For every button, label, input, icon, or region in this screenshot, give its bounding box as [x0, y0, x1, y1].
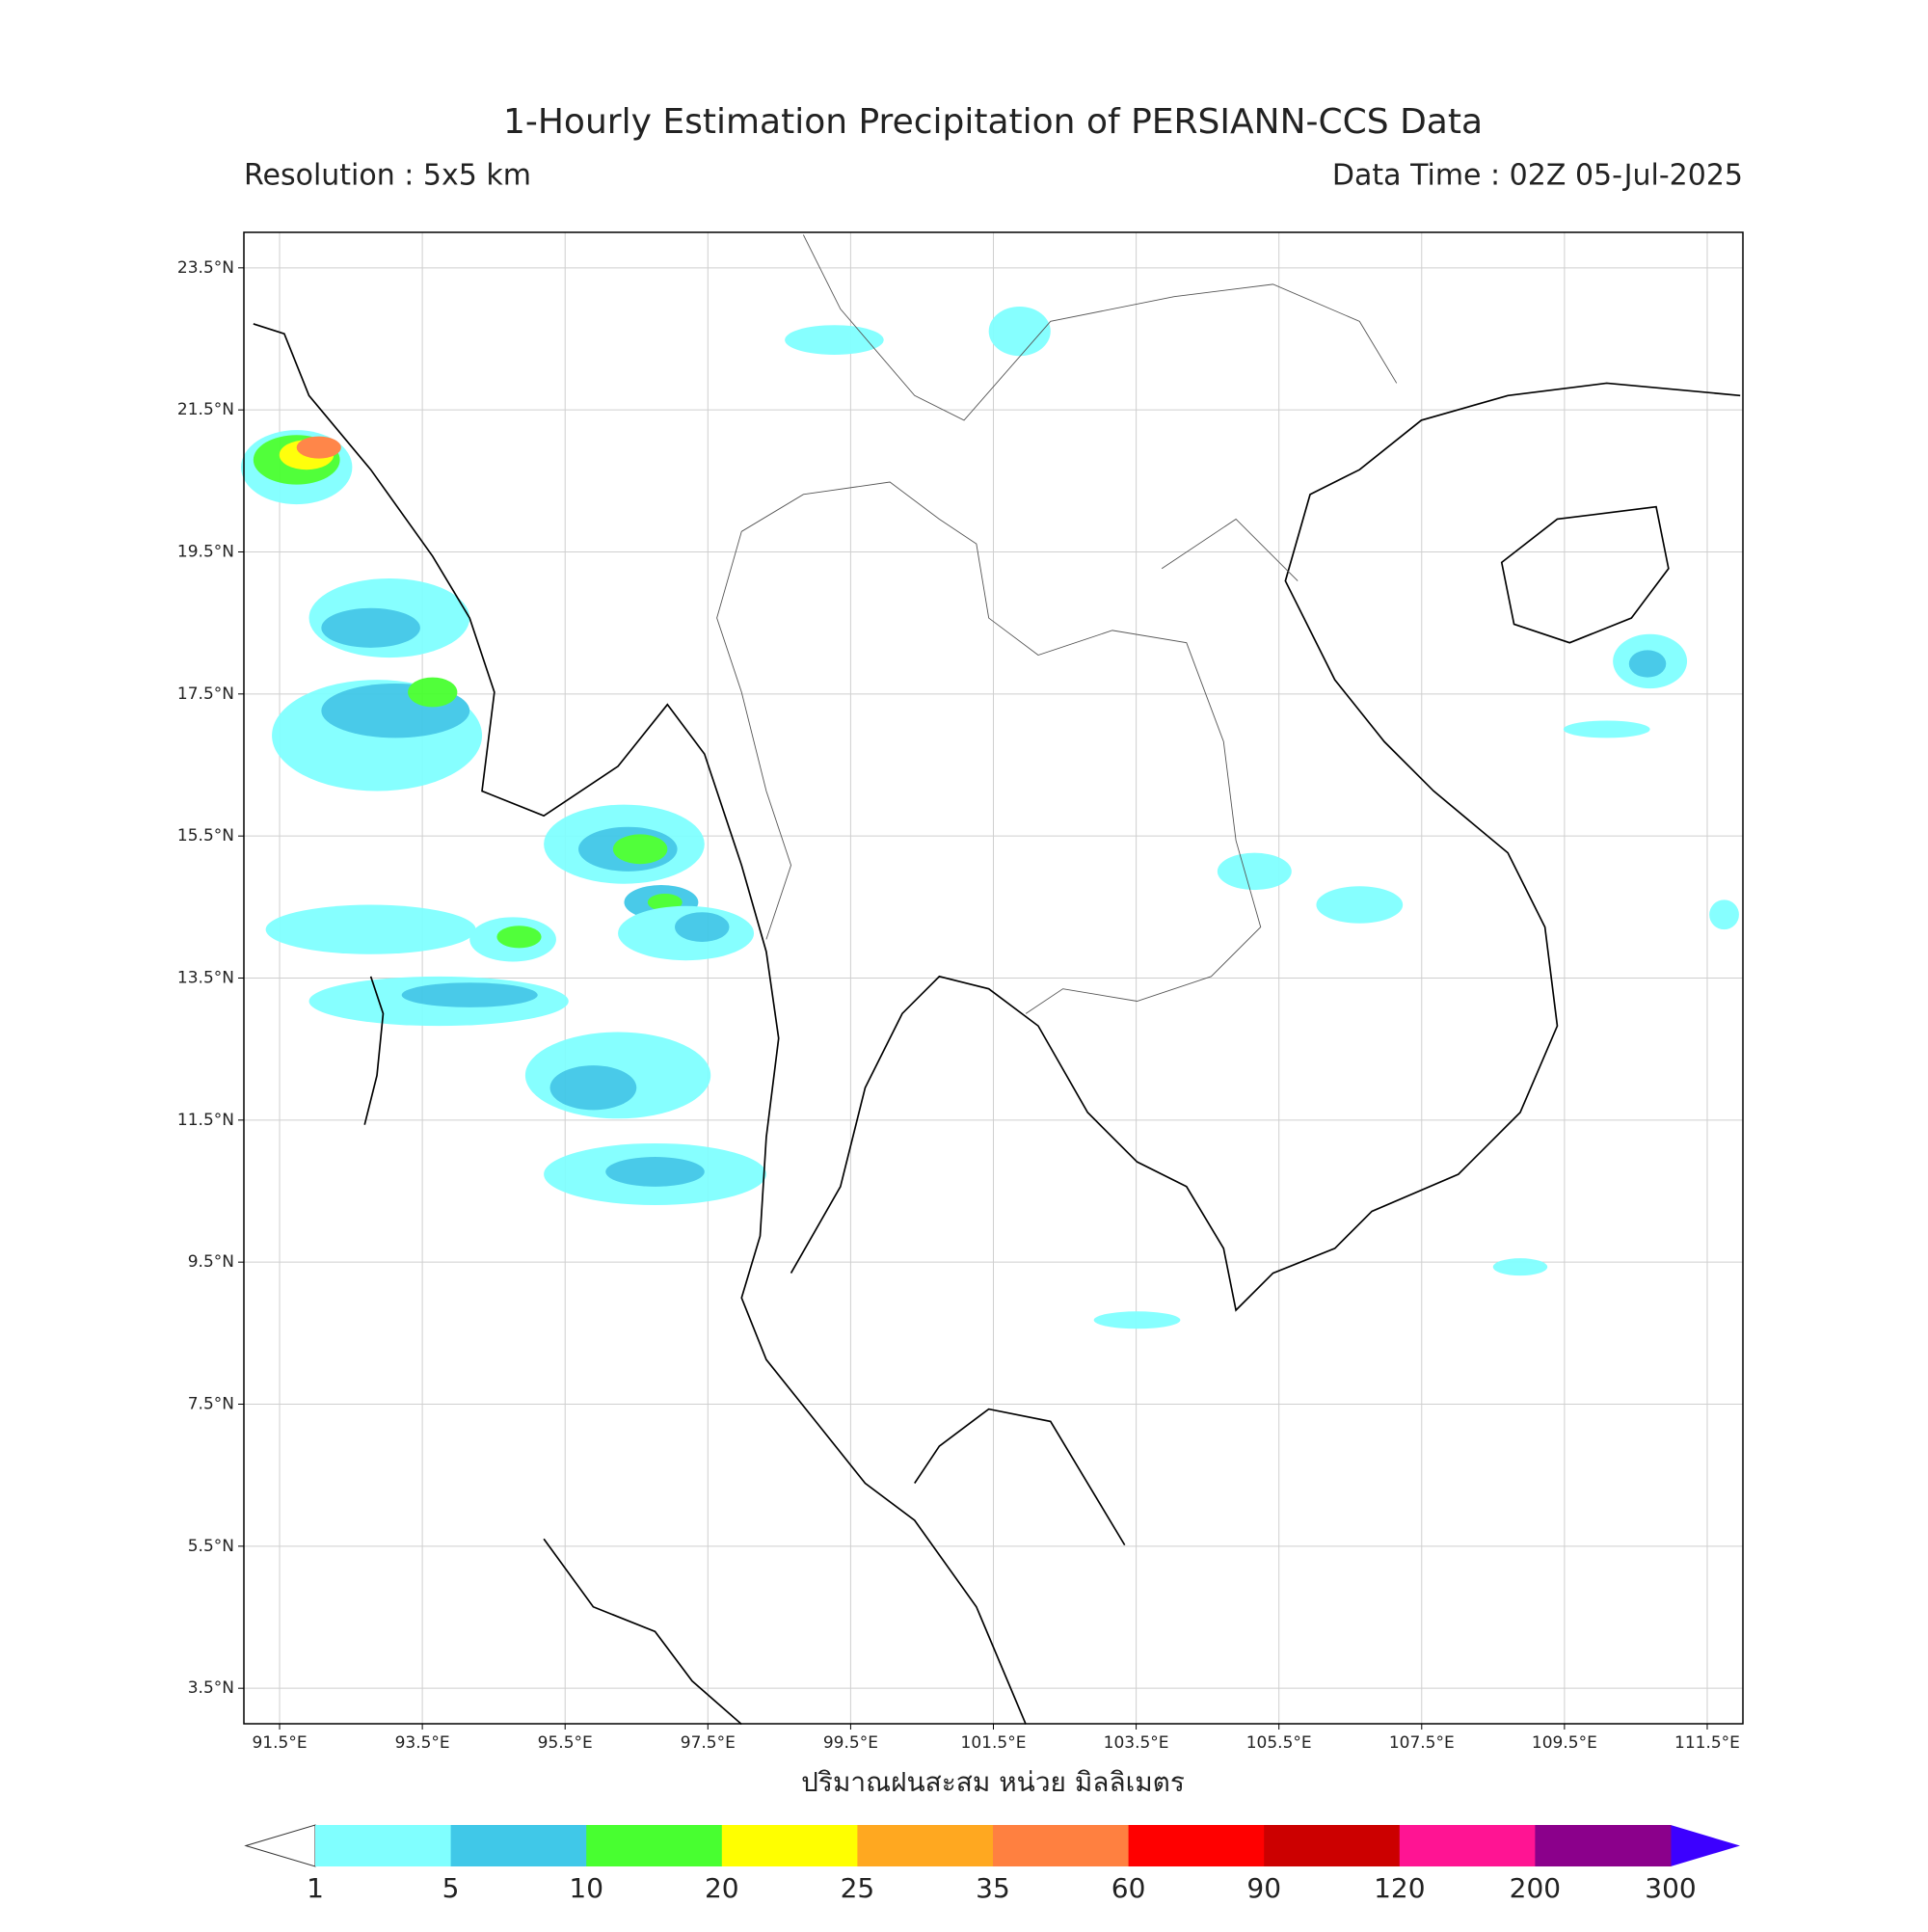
colorbar-tick-label: 300: [1645, 1872, 1696, 1904]
colorbar-tick-label: 1: [307, 1872, 324, 1904]
grid: [244, 232, 1743, 1724]
colorbar-tick-label: 10: [569, 1872, 603, 1904]
x-tick-label: 109.5°E: [1532, 1733, 1597, 1753]
x-tick-label: 111.5°E: [1674, 1733, 1740, 1753]
x-tick-label: 91.5°E: [252, 1733, 307, 1753]
x-tick-label: 99.5°E: [823, 1733, 878, 1753]
y-tick-label: 19.5°N: [177, 543, 234, 562]
colorbar-tick-label: 120: [1374, 1872, 1425, 1904]
colorbar-over: [1671, 1825, 1740, 1866]
colorbar-box: [721, 1825, 858, 1866]
x-tick-label: 103.5°E: [1104, 1733, 1169, 1753]
colorbar-box: [857, 1825, 994, 1866]
x-tick-label: 101.5°E: [961, 1733, 1027, 1753]
colorbar-box: [1264, 1825, 1401, 1866]
colorbar-tick-label: 5: [442, 1872, 460, 1904]
colorbar: 1 5 10 20 25 35 60 90 120 200 300: [244, 1824, 1740, 1904]
y-tick-label: 15.5°N: [177, 826, 234, 845]
y-tick-label: 13.5°N: [177, 969, 234, 988]
y-tick-label: 11.5°N: [177, 1111, 234, 1130]
colorbar-box: [1399, 1825, 1536, 1866]
y-tick-label: 17.5°N: [177, 684, 234, 704]
colorbar-box: [586, 1825, 723, 1866]
title: 1-Hourly Estimation Precipitation of PER…: [503, 102, 1483, 142]
colorbar-tick-label: 25: [841, 1872, 875, 1904]
y-tick-label: 7.5°N: [188, 1395, 234, 1414]
colorbar-tick-label: 200: [1510, 1872, 1561, 1904]
y-tick-label: 3.5°N: [188, 1678, 234, 1698]
colorbar-box: [450, 1825, 587, 1866]
y-tick-label: 21.5°N: [177, 400, 234, 419]
colorbar-tick-label: 35: [976, 1872, 1010, 1904]
colorbar-box: [1128, 1825, 1265, 1866]
data-time: Data Time : 02Z 05-Jul-2025: [1332, 159, 1743, 193]
x-tick-label: 95.5°E: [538, 1733, 593, 1753]
y-tick-label: 23.5°N: [177, 258, 234, 278]
colorbar-box: [993, 1825, 1130, 1866]
y-tick-label: 5.5°N: [188, 1537, 234, 1556]
colorbar-under: [244, 1824, 316, 1867]
colorbar-tick-label: 20: [705, 1872, 739, 1904]
map-features: [241, 234, 1741, 1726]
colorbar-box: [315, 1825, 452, 1866]
x-tick-label: 105.5°E: [1246, 1733, 1312, 1753]
colorbar-label: ปริมาณฝนสะสม หน่วย มิลลิเมตร: [801, 1766, 1185, 1798]
x-tick-label: 93.5°E: [395, 1733, 450, 1753]
rain-areas: [241, 306, 1739, 1329]
y-tick-label: 9.5°N: [188, 1252, 234, 1272]
colorbar-tick-label: 60: [1111, 1872, 1146, 1904]
x-tick-label: 97.5°E: [681, 1733, 736, 1753]
resolution: Resolution : 5x5 km: [244, 159, 531, 193]
colorbar-tick-label: 90: [1246, 1872, 1281, 1904]
colorbar-box: [1535, 1825, 1672, 1866]
x-tick-label: 107.5°E: [1389, 1733, 1455, 1753]
